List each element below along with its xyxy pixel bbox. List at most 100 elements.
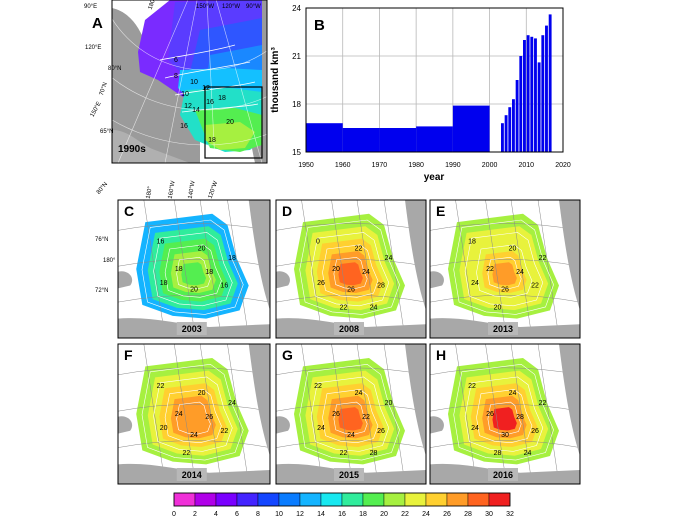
panel-a-lon-90w: 90°W xyxy=(246,4,261,10)
chart-y-tick-label: 18 xyxy=(292,100,301,109)
map-year-box xyxy=(488,468,518,481)
map-contour-label: 30 xyxy=(501,432,509,439)
panel-a-contour-label: 10 xyxy=(181,91,189,98)
map-contour-label: 22 xyxy=(355,245,363,252)
colorbar-cell xyxy=(425,492,448,507)
map-panel-letter: G xyxy=(282,347,293,363)
map-contour-label: 20 xyxy=(198,245,206,252)
chart-y-tick-label: 24 xyxy=(292,4,301,13)
panel-a-lon-120e: 120°E xyxy=(85,45,101,51)
map-graticule xyxy=(430,344,580,484)
panel-a-contour-label: 12 xyxy=(202,85,210,92)
panel-a-lat-70n: 70°N xyxy=(99,82,109,97)
chart-bar-annual xyxy=(537,62,541,152)
colorbar-cell xyxy=(404,492,427,507)
map-contour-label: 20 xyxy=(190,287,198,294)
map-contour-label: 22 xyxy=(157,383,165,390)
map-contour-label: 20 xyxy=(509,245,517,252)
panel-a-contour-label: 8 xyxy=(174,73,178,80)
map-contour-label: 24 xyxy=(524,450,532,457)
map-contour-label: 26 xyxy=(332,411,340,418)
map-contour-label: 24 xyxy=(347,432,355,439)
map-axis-labels: 80°N 76°N 72°N 180° 160°W 140°W 120°W 18… xyxy=(95,180,219,294)
map-year-label: 2016 xyxy=(493,470,513,480)
colorbar-tick-label: 0 xyxy=(172,511,176,518)
chart-bar-annual xyxy=(500,123,504,152)
map-contour-label: 28 xyxy=(377,283,385,290)
map-panel-g: 22 24 26 22 24 26 24 20 22 28 G 2015 xyxy=(275,343,427,485)
map-lon-label-160w: 160°W xyxy=(168,180,177,199)
map-contour-label: 0 xyxy=(316,238,320,245)
panel-a-lon-120w: 120°W xyxy=(222,4,240,10)
map-panel-c: 16 20 18 18 20 16 18 18 C 2003 xyxy=(117,199,271,339)
map-year-label: 2003 xyxy=(182,324,202,334)
panel-a-subregion-box xyxy=(204,86,263,159)
colorbar-tick-label: 6 xyxy=(235,511,239,518)
chart-bar-annual xyxy=(519,56,523,152)
colorbar-cell xyxy=(194,492,217,507)
map-contour-label: 28 xyxy=(370,450,378,457)
map-contour-label: 22 xyxy=(539,255,547,262)
chart-frame xyxy=(305,7,564,153)
map-contour-lines xyxy=(299,219,400,315)
map-contour-label: 24 xyxy=(355,390,363,397)
colorbar-cell xyxy=(278,492,301,507)
panel-a-contour-label: 16 xyxy=(206,99,214,106)
map-contour-label: 18 xyxy=(468,238,476,245)
map-temperature-zone xyxy=(492,262,517,286)
map-graticule xyxy=(276,200,426,338)
map-panel-letter: D xyxy=(282,203,292,219)
chart-x-tick-label: 2010 xyxy=(518,162,534,169)
colorbar-cell xyxy=(383,492,406,507)
map-land-west xyxy=(430,271,444,289)
chart-bar-annual xyxy=(523,40,526,152)
chart-x-tick-label: 1950 xyxy=(298,162,314,169)
colorbar-cells xyxy=(173,492,511,507)
map-temperature-zone xyxy=(181,407,207,431)
map-contour-label: 24 xyxy=(175,411,183,418)
colorbar-tick-label: 22 xyxy=(401,511,409,518)
map-panel-h: 22 24 26 28 30 26 24 22 28 24 H 2016 xyxy=(429,343,581,485)
panel-a-period-label: 1990s xyxy=(118,144,146,155)
map-year-box xyxy=(176,322,207,335)
map-contour-label: 22 xyxy=(340,450,348,457)
chart-bar-annual xyxy=(526,35,530,153)
panel-a-contour-label: 16 xyxy=(180,123,188,130)
colorbar-tick-label: 10 xyxy=(275,511,283,518)
map-contour-label: 24 xyxy=(509,390,517,397)
map-contour-lines xyxy=(453,363,554,461)
chart-bar-annual xyxy=(548,14,552,153)
map-land-west xyxy=(430,416,444,434)
chart-y-axis-label: thousand km³ xyxy=(270,47,281,113)
map-panel-letter: C xyxy=(124,203,134,219)
map-temperature-zone xyxy=(338,407,363,431)
colorbar-cell xyxy=(446,492,469,507)
map-contour-label: 18 xyxy=(228,255,236,262)
map-contour-label: 26 xyxy=(531,428,539,435)
panel-a-lon-150e: 150°E xyxy=(90,101,103,118)
panel-a-letter: A xyxy=(92,15,103,32)
map-year-label: 2008 xyxy=(339,324,359,334)
map-contour-label: 24 xyxy=(190,432,198,439)
panel-a-lon-90e: 90°E xyxy=(84,4,97,10)
colorbar-cell xyxy=(257,492,280,507)
colorbar-tick-label: 28 xyxy=(464,511,472,518)
chart-x-axis-label: year xyxy=(424,172,445,183)
map-year-box xyxy=(488,322,518,335)
map-temperature-zone xyxy=(181,262,207,286)
map-contour-label: 24 xyxy=(317,425,325,432)
map-year-label: 2014 xyxy=(182,470,202,480)
map-contour-label: 26 xyxy=(347,287,355,294)
colorbar-cell xyxy=(236,492,259,507)
colorbar-tick-label: 16 xyxy=(338,511,346,518)
map-contour-label: 18 xyxy=(205,269,213,276)
map-year-label: 2015 xyxy=(339,470,359,480)
chart-bars xyxy=(306,14,552,153)
colorbar-cell xyxy=(362,492,385,507)
chart-bar-annual xyxy=(534,38,537,152)
map-contour-label: 20 xyxy=(494,305,502,312)
map-lat-label-72n: 72°N xyxy=(95,288,108,294)
chart-title: B xyxy=(314,17,325,34)
